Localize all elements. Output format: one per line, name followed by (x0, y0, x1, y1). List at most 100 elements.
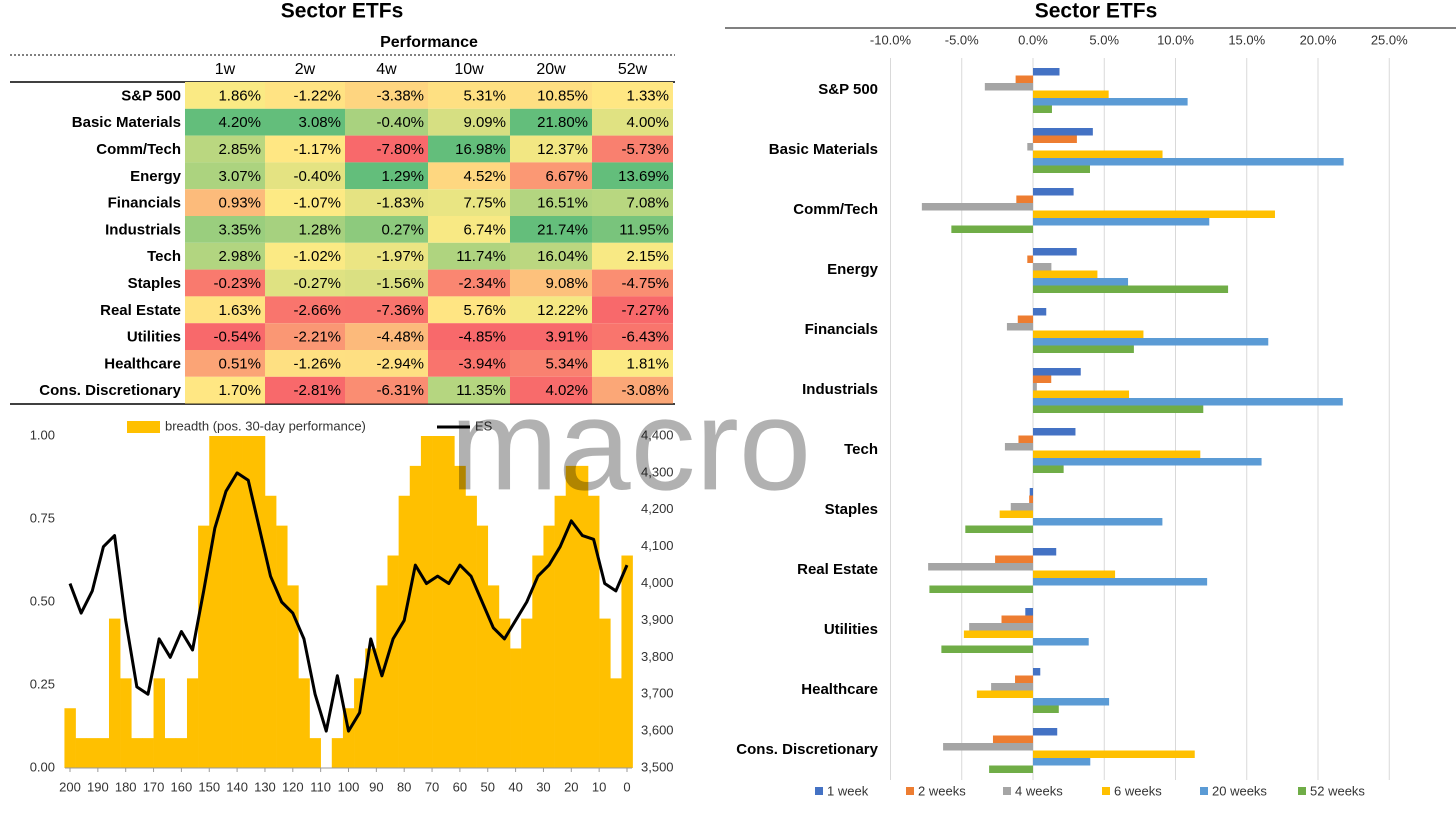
category-label: Tech (844, 441, 878, 458)
heat-cell (428, 135, 510, 163)
heat-cell (185, 82, 265, 109)
column-header: 20w (536, 61, 566, 78)
bar (963, 630, 1033, 638)
bar (991, 683, 1033, 691)
breadth-bar (64, 708, 76, 768)
breadth-bar (543, 525, 555, 768)
y2-tick-label: 4,200 (641, 501, 674, 516)
legend-swatch (1298, 787, 1306, 795)
heat-cell (185, 189, 265, 216)
category-label: S&P 500 (818, 81, 878, 98)
breadth-bar (510, 648, 522, 768)
row-label: Staples (128, 275, 181, 292)
cell-value: 3.91% (545, 329, 588, 346)
heat-cell (345, 242, 428, 270)
column-header: 10w (454, 61, 484, 78)
heat-cell (592, 82, 673, 109)
x-tick-label: 30 (536, 779, 550, 794)
cell-value: -2.94% (376, 355, 424, 372)
cell-value: -0.40% (376, 114, 424, 131)
breadth-bar (354, 678, 366, 768)
category-label: Utilities (824, 621, 878, 638)
heat-cell (592, 350, 673, 377)
heat-cell (592, 108, 673, 136)
bar (1033, 405, 1204, 413)
bar (1033, 368, 1081, 376)
cell-value: 2.98% (218, 248, 261, 265)
heat-cell (345, 323, 428, 350)
bar (1033, 548, 1057, 556)
x-tick-label: 10.0% (1157, 32, 1194, 47)
bar (1033, 383, 1037, 391)
bar (1016, 195, 1033, 203)
y-tick-label: 1.00 (30, 427, 55, 442)
cell-value: 5.34% (545, 355, 588, 372)
legend-swatch (906, 787, 914, 795)
bar (921, 203, 1033, 211)
es-line (68, 471, 629, 733)
watermark: macro (450, 371, 811, 517)
bar (992, 735, 1033, 743)
legend-swatch (127, 421, 160, 433)
heat-cell (345, 216, 428, 243)
breadth-bar (610, 678, 622, 768)
heat-cell (345, 108, 428, 136)
heat-cell (185, 269, 265, 297)
y2-tick-label: 4,300 (641, 464, 674, 479)
bar (1033, 308, 1047, 316)
cell-value: 0.93% (218, 195, 261, 212)
heat-cell (345, 189, 428, 216)
breadth-bar (209, 436, 221, 768)
cell-value: 11.35% (456, 382, 506, 399)
breadth-bar (599, 618, 611, 768)
cell-value: -2.34% (458, 275, 506, 292)
y2-tick-label: 4,100 (641, 538, 674, 553)
cell-value: 1.33% (626, 87, 669, 104)
x-tick-label: 190 (87, 779, 109, 794)
bar (1010, 503, 1033, 511)
breadth-bar (476, 525, 489, 768)
heat-cell (265, 135, 345, 163)
y-tick-label: 0.75 (30, 510, 55, 525)
cell-value: 12.37% (537, 141, 588, 158)
heat-cell (345, 296, 428, 324)
bar (1033, 165, 1090, 173)
cell-value: 16.51% (537, 195, 588, 212)
cell-value: 13.69% (618, 168, 669, 185)
bar (1033, 128, 1093, 136)
breadth-bar (387, 555, 399, 768)
bar (1015, 75, 1033, 83)
heat-cell (345, 269, 428, 297)
bar (1017, 315, 1033, 323)
bar (1025, 608, 1033, 616)
heat-cell (185, 162, 265, 190)
cell-value: 9.09% (463, 114, 506, 131)
heat-cell (428, 108, 510, 136)
cell-value: 4.02% (545, 382, 588, 399)
bar (989, 765, 1033, 773)
heat-cell (510, 189, 592, 216)
heat-cell (510, 350, 592, 377)
x-tick-label: 5.0% (1089, 32, 1119, 47)
bar (1033, 188, 1074, 196)
cell-value: 4.20% (218, 114, 261, 131)
cell-value: 1.70% (218, 382, 261, 399)
cell-value: 0.51% (218, 355, 261, 372)
cell-value: -0.23% (213, 275, 261, 292)
bar (1033, 150, 1163, 158)
x-tick-label: 50 (481, 779, 495, 794)
heat-cell (265, 242, 345, 270)
cell-value: 1.81% (626, 355, 669, 372)
bar (1027, 255, 1033, 263)
cell-value: 5.76% (463, 302, 506, 319)
y2-tick-label: 3,700 (641, 686, 674, 701)
row-label: Industrials (105, 221, 181, 238)
chart-title: Sector ETFs (1035, 0, 1158, 23)
column-header: 52w (618, 61, 648, 78)
bar (976, 690, 1033, 698)
x-tick-label: 40 (508, 779, 522, 794)
breadth-bar (365, 648, 377, 768)
bar (969, 623, 1033, 631)
bar (1033, 705, 1059, 713)
bar (1033, 98, 1188, 106)
